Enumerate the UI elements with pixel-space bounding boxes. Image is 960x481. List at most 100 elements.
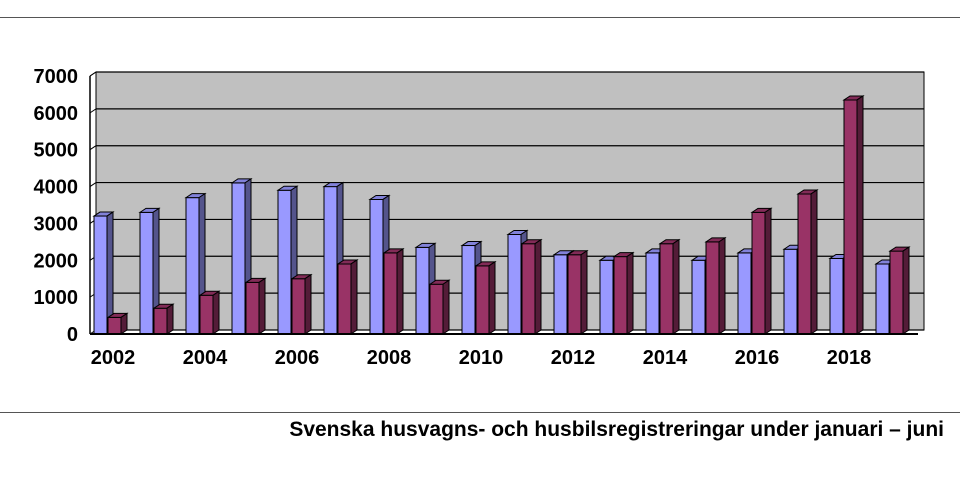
bar-front <box>553 254 568 335</box>
bar <box>842 95 865 335</box>
bar-front <box>705 241 720 335</box>
bar-side <box>396 247 404 335</box>
bar-front <box>461 245 476 335</box>
bar-side <box>672 238 680 335</box>
bar-side <box>488 260 496 335</box>
bar <box>198 290 221 335</box>
x-tick-label: 2004 <box>183 347 228 369</box>
bar-side <box>166 303 174 335</box>
x-tick-label: 2012 <box>551 347 596 369</box>
bar-front <box>567 254 582 335</box>
x-tick-label: 2014 <box>643 347 688 369</box>
bar-front <box>737 252 752 335</box>
gridline-wall <box>89 182 97 187</box>
y-tick-label: 4000 <box>34 177 79 199</box>
bar <box>290 273 313 335</box>
bar-front <box>751 211 766 335</box>
bar <box>704 236 727 335</box>
bar <box>566 249 589 335</box>
bar-front <box>153 307 168 335</box>
top-rule <box>0 17 960 18</box>
bar-side <box>764 207 772 335</box>
bar <box>612 251 635 335</box>
axis-corner <box>89 71 97 77</box>
x-tick-label: 2016 <box>735 347 780 369</box>
bar-side <box>902 246 910 335</box>
bar-front <box>829 257 844 335</box>
y-tick-label: 5000 <box>34 140 79 162</box>
bar-front <box>613 256 628 335</box>
bar-front <box>429 283 444 335</box>
gridline-wall <box>89 108 97 114</box>
bar-front <box>323 186 338 335</box>
y-tick-label: 1000 <box>34 287 79 309</box>
bar-front <box>369 198 384 335</box>
bar-front <box>843 99 858 335</box>
bar <box>658 238 681 335</box>
bar <box>428 279 451 335</box>
bar-side <box>212 290 220 335</box>
bar-front <box>231 182 246 335</box>
y-tick-label: 2000 <box>34 250 79 272</box>
bar <box>474 260 497 335</box>
bar-side <box>810 189 818 335</box>
bar-front <box>383 252 398 335</box>
bar <box>336 259 359 335</box>
bar-front <box>107 316 122 335</box>
bar-front <box>337 263 352 335</box>
y-axis-ticks: 0 1000 2000 3000 4000 5000 6000 7000 <box>34 66 79 346</box>
bar-side <box>120 312 128 335</box>
x-tick-label: 2006 <box>275 347 320 369</box>
chart-caption: Svenska husvagns- och husbilsregistrerin… <box>289 418 944 441</box>
bar-side <box>442 279 450 335</box>
gridline-wall <box>89 145 97 151</box>
bar <box>520 238 543 335</box>
bar-front <box>139 211 154 335</box>
bar <box>244 277 267 335</box>
y-tick-label: 3000 <box>34 213 79 235</box>
x-tick-label: 2002 <box>91 347 136 369</box>
bar <box>796 189 819 335</box>
bar-front <box>415 246 430 335</box>
bar-front <box>93 215 108 335</box>
x-tick-label: 2008 <box>367 347 412 369</box>
bar-side <box>626 251 634 335</box>
bar-front <box>691 259 706 335</box>
bar-front <box>659 243 674 335</box>
bar-front <box>291 278 306 335</box>
bar-side <box>856 95 864 335</box>
bar-side <box>258 277 266 335</box>
y-tick-label: 6000 <box>34 103 79 125</box>
bar-side <box>718 236 726 335</box>
bar <box>750 207 773 335</box>
bar-front <box>599 259 614 335</box>
bar-front <box>875 263 890 335</box>
bar-front <box>475 265 490 335</box>
bar <box>152 303 175 335</box>
bar-front <box>797 193 812 335</box>
bar-front <box>245 281 260 335</box>
y-tick-label: 7000 <box>34 66 79 88</box>
x-axis-ticks: 2002 2004 2006 2008 2010 2012 2014 2016 2018 <box>91 347 872 369</box>
bar-side <box>580 249 588 335</box>
axes <box>89 71 918 335</box>
bar-front <box>889 250 904 335</box>
bars <box>92 95 911 335</box>
bar <box>106 312 129 335</box>
x-tick-label: 2010 <box>459 347 504 369</box>
bar-side <box>534 238 542 335</box>
bar <box>888 246 911 335</box>
bar-front <box>277 189 292 335</box>
bar-front <box>645 252 660 335</box>
y-tick-label: 0 <box>67 324 78 346</box>
bar <box>92 211 115 335</box>
bottom-rule <box>0 412 960 413</box>
bar <box>382 247 405 335</box>
bar-side <box>350 259 358 335</box>
x-tick-label: 2018 <box>827 347 872 369</box>
bar-side <box>304 273 312 335</box>
bar-front <box>507 233 522 335</box>
bar-front <box>185 197 200 335</box>
bar-front <box>521 243 536 335</box>
